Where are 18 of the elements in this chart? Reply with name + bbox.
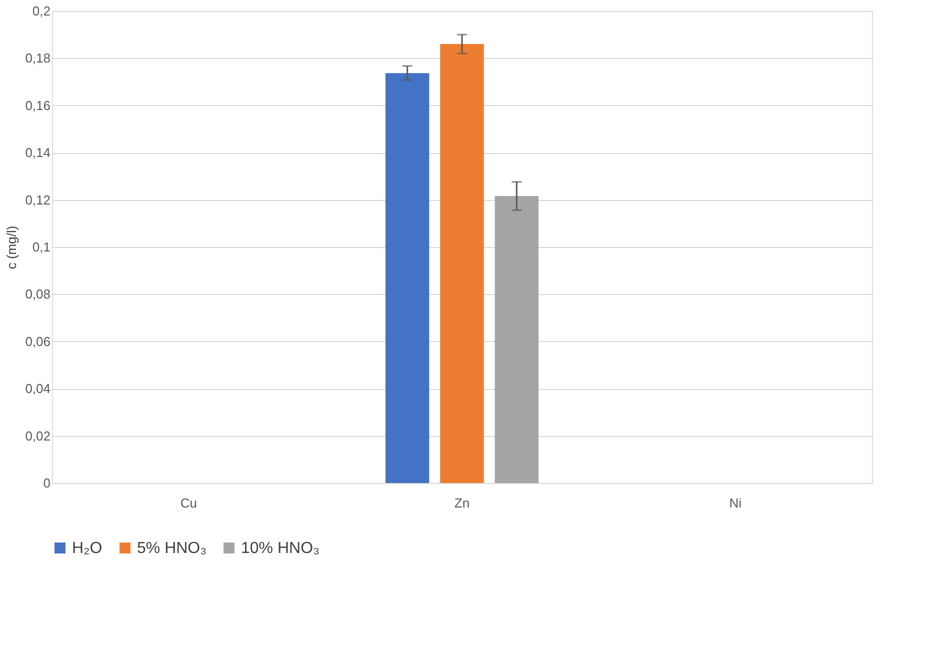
x-tick-label: Zn bbox=[454, 496, 470, 510]
y-tick-label: 0,1 bbox=[32, 240, 50, 254]
y-tick-label: 0,16 bbox=[25, 98, 50, 113]
legend-label: H₂O bbox=[72, 540, 102, 557]
y-axis-title: c (mg/l) bbox=[4, 226, 20, 270]
legend-label: 5% HNO₃ bbox=[137, 540, 207, 557]
y-tick-label: 0,12 bbox=[25, 192, 50, 208]
x-tick-label: Cu bbox=[180, 496, 197, 510]
y-tick-label: 0,18 bbox=[25, 50, 50, 66]
y-tick-label: 0,04 bbox=[25, 381, 50, 396]
y-tick-label: 0,08 bbox=[25, 286, 50, 302]
y-tick-label: 0,02 bbox=[25, 428, 50, 444]
x-tick-label: Ni bbox=[729, 496, 742, 510]
y-tick-label: 0,06 bbox=[25, 334, 50, 349]
legend-label: 10% HNO₃ bbox=[241, 540, 320, 557]
y-tick-label: 0 bbox=[43, 476, 50, 490]
y-tick-label: 0,2 bbox=[32, 4, 50, 18]
y-tick-label: 0,14 bbox=[25, 145, 50, 160]
